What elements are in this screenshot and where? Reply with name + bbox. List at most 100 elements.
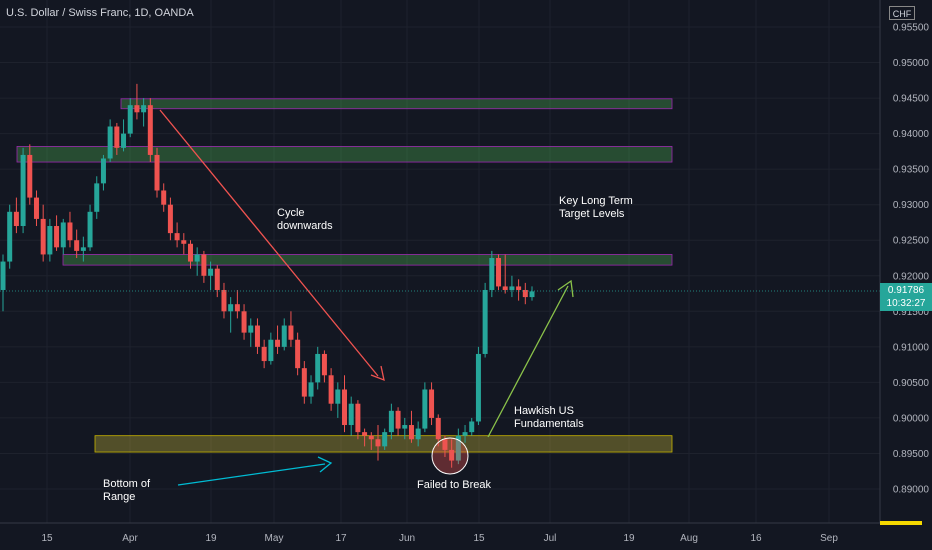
- candle-body: [40, 218, 46, 255]
- candle-body: [342, 389, 348, 426]
- x-tick-label: 19: [623, 533, 635, 544]
- candle-body: [335, 389, 341, 404]
- candle-body: [60, 222, 66, 248]
- y-tick-label: 0.91000: [893, 342, 930, 353]
- candle-body: [281, 325, 287, 347]
- x-tick-label: May: [265, 533, 284, 544]
- cycle-downwards-label: Cycle downwards: [277, 207, 333, 232]
- candle-body: [100, 158, 106, 184]
- resistance-zone: [62, 254, 673, 266]
- candle-body: [288, 325, 294, 340]
- candle-body: [455, 435, 461, 461]
- candle-body: [502, 286, 508, 290]
- last-price-badge: 0.91786 10:32:27: [880, 283, 932, 311]
- candle-body: [181, 240, 187, 244]
- currency-label[interactable]: CHF: [889, 6, 915, 20]
- candle-body: [187, 243, 193, 262]
- target-up-arrowhead: [557, 279, 574, 298]
- candle-body: [509, 286, 515, 290]
- candle-body: [522, 289, 528, 298]
- x-tick-label: Aug: [680, 533, 698, 544]
- y-tick-label: 0.94000: [893, 129, 930, 140]
- y-tick-label: 0.95000: [893, 58, 930, 69]
- bottom-range-label: Bottom of Range: [103, 478, 151, 503]
- candle-body: [362, 432, 368, 436]
- candle-body: [221, 289, 227, 312]
- candle-body: [74, 240, 80, 251]
- bottom-range-arrowhead: [317, 456, 333, 473]
- x-tick-label: 19: [205, 533, 217, 544]
- candle-body: [275, 339, 281, 347]
- cycle-down-arrow: [159, 109, 379, 377]
- cycle-down-arrowhead: [370, 365, 385, 382]
- candle-body: [194, 254, 200, 262]
- candle-body: [13, 211, 19, 227]
- y-tick-label: 0.92500: [893, 236, 930, 247]
- candle-body: [442, 439, 448, 450]
- candle-body: [529, 291, 535, 298]
- candle-body: [67, 222, 73, 241]
- y-tick-label: 0.92000: [893, 271, 930, 282]
- chart-title: U.S. Dollar / Swiss Franc, 1D, OANDA: [6, 7, 194, 19]
- candle-body: [80, 247, 86, 251]
- y-tick-label: 0.89500: [893, 449, 930, 460]
- candle-body: [328, 375, 334, 404]
- candle-body: [395, 410, 401, 429]
- candle-body: [161, 190, 167, 205]
- y-tick-label: 0.91500: [893, 307, 930, 318]
- candle-body: [295, 339, 301, 369]
- candlesticks: [0, 83, 535, 468]
- candle-body: [415, 428, 421, 440]
- scroll-marker[interactable]: [880, 521, 922, 525]
- candle-body: [201, 254, 207, 276]
- candle-body: [462, 432, 468, 436]
- y-axis: 0.95500 0.95000 0.94500 0.94000 0.93500 0.930…: [893, 23, 930, 496]
- candle-body: [402, 425, 408, 429]
- candle-body: [114, 126, 120, 148]
- y-tick-label: 0.94500: [893, 94, 930, 105]
- candle-body: [469, 421, 475, 433]
- candle-body: [422, 389, 428, 429]
- x-tick-label: 16: [750, 533, 762, 544]
- y-tick-label: 0.89000: [893, 485, 930, 496]
- failed-break-circle: [431, 437, 469, 475]
- candle-body: [167, 204, 173, 234]
- x-tick-label: Jun: [399, 533, 415, 544]
- candle-body: [134, 105, 140, 113]
- y-tick-label: 0.93500: [893, 165, 930, 176]
- candle-body: [482, 289, 488, 354]
- y-tick-label: 0.90500: [893, 378, 930, 389]
- candle-body: [388, 410, 394, 433]
- candle-body: [261, 346, 267, 362]
- x-tick-label: 15: [473, 533, 485, 544]
- resistance-zone: [16, 146, 673, 163]
- resistance-zone: [120, 98, 673, 110]
- candle-body: [214, 268, 220, 290]
- candle-body: [301, 368, 307, 397]
- failed-break-label: Failed to Break: [417, 479, 491, 491]
- candle-body: [355, 403, 361, 433]
- hawkish-label: Hawkish US Fundamentals: [514, 405, 584, 430]
- target-up-arrow: [487, 285, 569, 438]
- candle-body: [241, 311, 247, 333]
- candle-body: [127, 105, 133, 134]
- candle-body: [154, 154, 160, 191]
- candle-body: [368, 435, 374, 440]
- candle-body: [141, 105, 147, 113]
- candle-body: [408, 425, 414, 440]
- drawing-arrows: [159, 109, 574, 486]
- candle-body: [449, 449, 455, 461]
- candle-body: [308, 382, 314, 397]
- candle-body: [516, 286, 522, 290]
- candle-body: [348, 403, 354, 426]
- last-price-value: 0.91786: [887, 285, 925, 296]
- bar-countdown: 10:32:27: [886, 298, 926, 309]
- candle-body: [429, 389, 435, 418]
- bottom-range-arrow: [177, 463, 326, 486]
- candle-body: [20, 154, 26, 227]
- candle-body: [33, 197, 39, 219]
- candle-body: [321, 353, 327, 376]
- candle-body: [268, 339, 274, 362]
